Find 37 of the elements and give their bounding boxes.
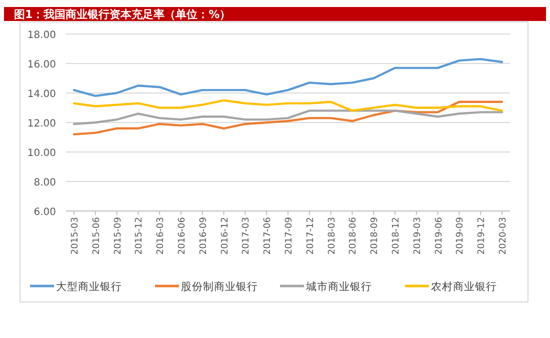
x-tick-label: 2018-06 xyxy=(348,216,359,255)
x-tick-label: 2018-12 xyxy=(392,217,402,255)
chart-title: 图1：我国商业银行资本充足率（单位：%） xyxy=(14,8,231,21)
legend-label: 大型商业银行 xyxy=(56,280,122,293)
x-tick-label: 2017-12 xyxy=(306,217,316,255)
y-tick-label: 8.00 xyxy=(34,178,56,188)
x-tick-label: 2015-12 xyxy=(134,217,145,255)
y-tick-label: 14.00 xyxy=(27,89,56,100)
x-tick-label: 2016-09 xyxy=(198,216,209,255)
x-tick-label: 2015-03 xyxy=(70,217,80,255)
y-tick-label: 12.00 xyxy=(27,118,56,130)
x-tick-label: 2015-09 xyxy=(113,216,124,255)
y-tick-label: 10.00 xyxy=(27,148,56,159)
line-series xyxy=(72,58,504,98)
line-series xyxy=(72,99,504,112)
x-tick-label: 2019-06 xyxy=(434,216,444,255)
x-tick-label: 2019-03 xyxy=(412,217,423,255)
x-tick-label: 2019-12 xyxy=(477,217,488,255)
legend-label: 农村商业银行 xyxy=(431,280,497,293)
y-tick-label: 16.00 xyxy=(27,60,56,70)
y-tick-label: 6.00 xyxy=(34,207,56,218)
x-tick-label: 2020-03 xyxy=(498,217,508,255)
line-series xyxy=(72,110,504,126)
legend-label: 城市商业银行 xyxy=(305,280,372,293)
x-tick-label: 2017-03 xyxy=(242,217,252,255)
x-tick-label: 2018-09 xyxy=(370,216,380,255)
x-tick-label: 2015-06 xyxy=(92,216,102,255)
x-tick-label: 2017-06 xyxy=(263,216,274,255)
legend-label: 股份制商业银行 xyxy=(181,280,258,293)
x-tick-label: 2018-03 xyxy=(327,217,338,255)
x-tick-label: 2019-09 xyxy=(456,216,466,255)
line-series xyxy=(72,100,504,136)
x-tick-label: 2017-09 xyxy=(284,216,294,255)
x-tick-label: 2016-12 xyxy=(220,217,230,255)
x-tick-label: 2016-06 xyxy=(178,216,188,255)
y-tick-label: 18.00 xyxy=(27,30,56,41)
x-tick-label: 2016-03 xyxy=(156,217,166,255)
